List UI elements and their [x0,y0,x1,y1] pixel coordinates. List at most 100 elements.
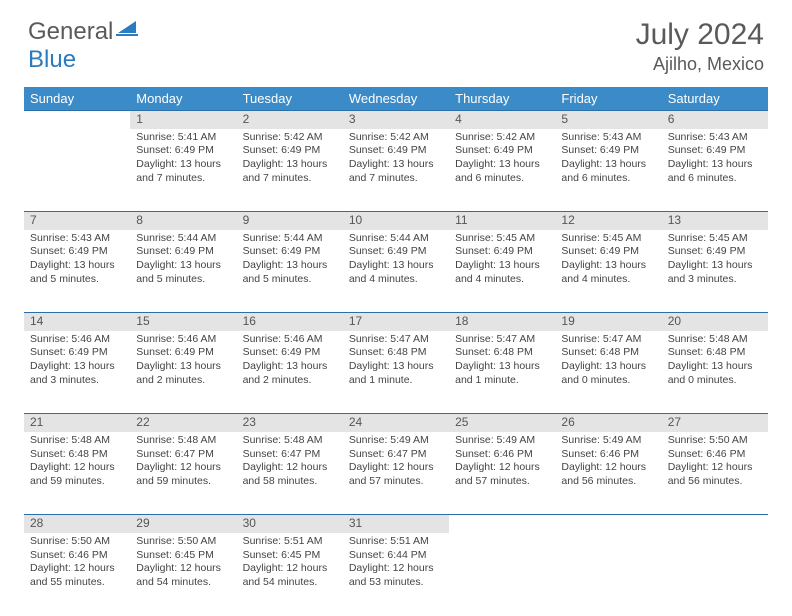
sunset-text: Sunset: 6:46 PM [561,448,655,462]
weekday-header: Tuesday [237,87,343,111]
daylight-text-1: Daylight: 13 hours [30,360,124,374]
sunrise-text: Sunrise: 5:49 AM [561,434,655,448]
day-number-row: 21222324252627 [24,414,768,432]
day-number: 7 [24,212,130,230]
sunrise-text: Sunrise: 5:49 AM [455,434,549,448]
day-cell: Sunrise: 5:42 AMSunset: 6:49 PMDaylight:… [237,129,343,212]
month-title: July 2024 [636,18,764,52]
sunset-text: Sunset: 6:48 PM [349,346,443,360]
daylight-text-2: and 0 minutes. [668,374,762,388]
day-number: 14 [24,313,130,331]
sunrise-text: Sunrise: 5:43 AM [668,131,762,145]
daylight-text-2: and 54 minutes. [243,576,337,590]
day-number-row: 78910111213 [24,212,768,230]
sunset-text: Sunset: 6:48 PM [455,346,549,360]
daylight-text-1: Daylight: 13 hours [349,259,443,273]
daylight-text-1: Daylight: 13 hours [668,259,762,273]
day-number: 10 [343,212,449,230]
brand-logo: GeneralBlue [28,18,138,74]
day-cell: Sunrise: 5:43 AMSunset: 6:49 PMDaylight:… [662,129,768,212]
daylight-text-2: and 59 minutes. [136,475,230,489]
sunrise-text: Sunrise: 5:50 AM [30,535,124,549]
daylight-text-2: and 58 minutes. [243,475,337,489]
day-cell: Sunrise: 5:41 AMSunset: 6:49 PMDaylight:… [130,129,236,212]
sunset-text: Sunset: 6:49 PM [349,245,443,259]
day-cell: Sunrise: 5:47 AMSunset: 6:48 PMDaylight:… [343,331,449,414]
daylight-text-1: Daylight: 13 hours [349,158,443,172]
brand-part2: Blue [28,46,76,73]
weekday-header: Monday [130,87,236,111]
sunset-text: Sunset: 6:49 PM [243,346,337,360]
sunrise-text: Sunrise: 5:51 AM [349,535,443,549]
day-number: 6 [662,111,768,129]
day-cell: Sunrise: 5:50 AMSunset: 6:46 PMDaylight:… [24,533,130,616]
sunset-text: Sunset: 6:49 PM [668,245,762,259]
day-cell: Sunrise: 5:42 AMSunset: 6:49 PMDaylight:… [343,129,449,212]
daylight-text-2: and 7 minutes. [349,172,443,186]
sunset-text: Sunset: 6:46 PM [668,448,762,462]
daylight-text-1: Daylight: 12 hours [136,461,230,475]
sunrise-text: Sunrise: 5:48 AM [243,434,337,448]
daylight-text-2: and 5 minutes. [136,273,230,287]
day-number: 31 [343,515,449,533]
daylight-text-2: and 55 minutes. [30,576,124,590]
sunset-text: Sunset: 6:49 PM [349,144,443,158]
day-number: 12 [555,212,661,230]
sunrise-text: Sunrise: 5:46 AM [30,333,124,347]
sunrise-text: Sunrise: 5:44 AM [349,232,443,246]
weekday-header-row: SundayMondayTuesdayWednesdayThursdayFrid… [24,87,768,111]
daylight-text-2: and 5 minutes. [30,273,124,287]
header: GeneralBlue July 2024 Ajilho, Mexico [0,0,792,79]
sunrise-text: Sunrise: 5:48 AM [136,434,230,448]
brand-part1: General [28,18,113,45]
sunset-text: Sunset: 6:47 PM [136,448,230,462]
sunrise-text: Sunrise: 5:44 AM [136,232,230,246]
sunrise-text: Sunrise: 5:43 AM [561,131,655,145]
daylight-text-2: and 7 minutes. [136,172,230,186]
sunrise-text: Sunrise: 5:51 AM [243,535,337,549]
sunrise-text: Sunrise: 5:41 AM [136,131,230,145]
weekday-header: Friday [555,87,661,111]
sunset-text: Sunset: 6:47 PM [349,448,443,462]
day-number: 1 [130,111,236,129]
daylight-text-2: and 59 minutes. [30,475,124,489]
sunset-text: Sunset: 6:48 PM [30,448,124,462]
day-cell: Sunrise: 5:45 AMSunset: 6:49 PMDaylight:… [662,230,768,313]
day-number: 2 [237,111,343,129]
weekday-header: Sunday [24,87,130,111]
sunset-text: Sunset: 6:49 PM [243,245,337,259]
day-number: 4 [449,111,555,129]
day-number-row: 14151617181920 [24,313,768,331]
daylight-text-2: and 4 minutes. [349,273,443,287]
sunrise-text: Sunrise: 5:43 AM [30,232,124,246]
day-number: 18 [449,313,555,331]
daylight-text-2: and 56 minutes. [561,475,655,489]
daylight-text-2: and 2 minutes. [136,374,230,388]
day-cell: Sunrise: 5:44 AMSunset: 6:49 PMDaylight:… [237,230,343,313]
day-number: 15 [130,313,236,331]
empty-cell [662,533,768,616]
day-cell: Sunrise: 5:45 AMSunset: 6:49 PMDaylight:… [449,230,555,313]
day-number: 16 [237,313,343,331]
day-number: 17 [343,313,449,331]
daylight-text-1: Daylight: 13 hours [30,259,124,273]
day-cell: Sunrise: 5:49 AMSunset: 6:47 PMDaylight:… [343,432,449,515]
empty-cell [449,533,555,616]
daylight-text-2: and 5 minutes. [243,273,337,287]
daylight-text-1: Daylight: 13 hours [668,360,762,374]
daylight-text-1: Daylight: 13 hours [136,158,230,172]
empty-cell [24,129,130,212]
daylight-text-1: Daylight: 13 hours [136,360,230,374]
sunset-text: Sunset: 6:47 PM [243,448,337,462]
sunrise-text: Sunrise: 5:50 AM [668,434,762,448]
day-cell: Sunrise: 5:49 AMSunset: 6:46 PMDaylight:… [555,432,661,515]
location: Ajilho, Mexico [636,54,764,75]
day-number: 20 [662,313,768,331]
daylight-text-1: Daylight: 13 hours [243,158,337,172]
day-cell: Sunrise: 5:44 AMSunset: 6:49 PMDaylight:… [343,230,449,313]
sunset-text: Sunset: 6:49 PM [455,245,549,259]
sunrise-text: Sunrise: 5:42 AM [243,131,337,145]
daylight-text-1: Daylight: 13 hours [243,360,337,374]
daylight-text-1: Daylight: 13 hours [136,259,230,273]
empty-cell [555,515,661,533]
